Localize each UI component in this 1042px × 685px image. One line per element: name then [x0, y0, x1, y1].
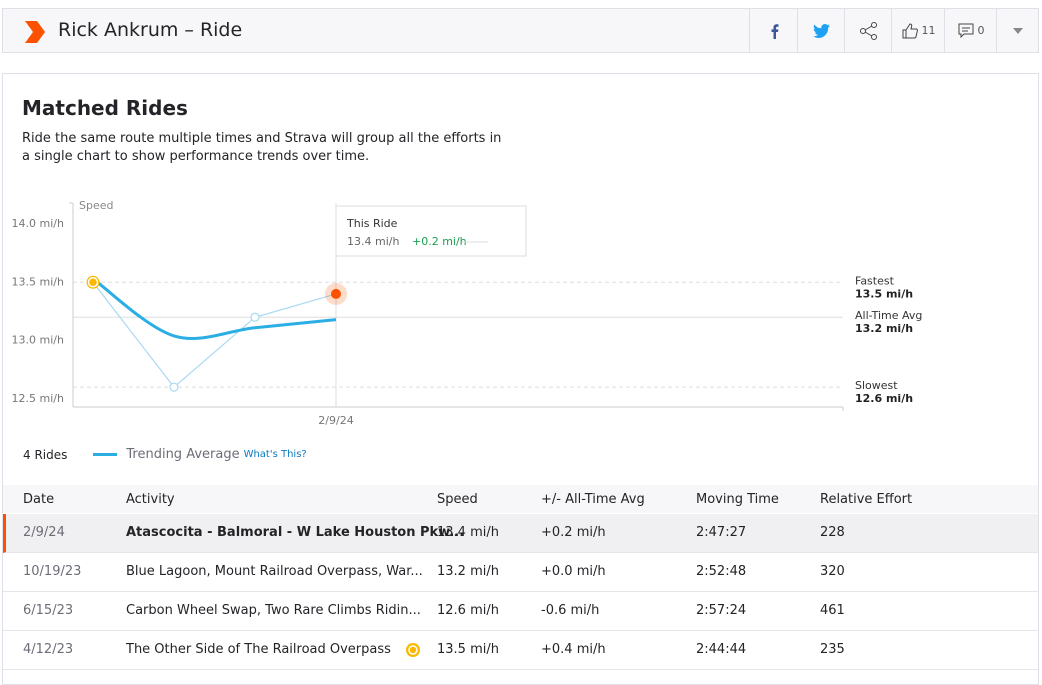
twitter-button[interactable]	[797, 9, 845, 52]
column-header: Date	[23, 492, 55, 507]
ride-count: 4 Rides	[23, 447, 68, 462]
table-cell: 2:44:44	[696, 642, 747, 657]
y-tick-label: 13.5 mi/h	[12, 275, 64, 288]
x-tick-label: 2/9/24	[318, 414, 353, 427]
column-header: Relative Effort	[820, 492, 913, 507]
activity-link[interactable]: Carbon Wheel Swap, Two Rare Climbs Ridin…	[126, 603, 421, 618]
reference-label: All-Time Avg	[855, 309, 922, 322]
legend-label: Trending Average	[126, 447, 240, 462]
table-cell: +0.4 mi/h	[541, 642, 606, 657]
comment-count: 0	[977, 24, 985, 37]
table-cell: 2:57:24	[696, 603, 747, 618]
table-row[interactable]: 4/12/23 The Other Side of The Railroad Ov…	[3, 631, 1038, 670]
ride-point	[250, 312, 260, 322]
reference-value: 13.2 mi/h	[855, 322, 913, 335]
table-cell: -0.6 mi/h	[541, 603, 600, 618]
column-header: Activity	[126, 492, 175, 507]
column-header: Moving Time	[696, 492, 779, 507]
ride-point	[169, 382, 179, 392]
table-row[interactable]: 10/19/23 Blue Lagoon, Mount Railroad Over…	[3, 553, 1038, 592]
y-tick-label: 14.0 mi/h	[12, 217, 64, 230]
table-cell: 6/15/23	[23, 603, 74, 618]
y-axis-label: Speed	[79, 199, 113, 212]
section-description: Ride the same route multiple times and S…	[22, 131, 502, 164]
table-row[interactable]: 6/15/23 Carbon Wheel Swap, Two Rare Climb…	[3, 592, 1038, 631]
rides-line	[92, 281, 337, 389]
activity-title: Rick Ankrum – Ride	[58, 19, 243, 41]
activity-link[interactable]: Atascocita - Balmoral - W Lake Houston P…	[126, 525, 465, 540]
reference-value: 12.6 mi/h	[855, 392, 913, 405]
tooltip-diff: +0.2 mi/h	[412, 235, 467, 248]
table-cell: 235	[820, 642, 845, 657]
tooltip-box	[335, 205, 527, 257]
tooltip-speed: 13.4 mi/h	[347, 235, 399, 248]
reference-label: Slowest	[855, 379, 898, 392]
table-cell: 10/19/23	[23, 564, 82, 579]
tooltip-title: This Ride	[346, 217, 398, 230]
facebook-button[interactable]	[749, 9, 797, 52]
table-row[interactable]: 2/9/24 Atascocita - Balmoral - W Lake Hou…	[3, 514, 1038, 553]
table-cell: 2/9/24	[23, 525, 65, 540]
trend-line	[92, 277, 337, 340]
chart-legend: 4 Rides Trending Average What's This?	[23, 447, 307, 462]
table-cell: 13.5 mi/h	[437, 642, 499, 657]
table-cell: +0.0 mi/h	[541, 564, 606, 579]
activity-link[interactable]: Blue Lagoon, Mount Railroad Overpass, Wa…	[126, 564, 423, 579]
column-header: Speed	[437, 492, 478, 507]
share-button[interactable]	[844, 9, 892, 52]
table-cell: 2:52:48	[696, 564, 747, 579]
best-effort-icon	[406, 643, 420, 657]
kudos-count: 11	[921, 24, 936, 37]
header: Rick Ankrum – Ride 11 0	[2, 8, 1039, 53]
strava-logo	[25, 21, 45, 43]
table-cell: 228	[820, 525, 845, 540]
current-ride-point	[331, 288, 341, 299]
comments-button[interactable]: 0	[944, 9, 997, 52]
more-menu[interactable]	[996, 9, 1039, 52]
table-cell: 461	[820, 603, 845, 618]
column-header: +/- All-Time Avg	[541, 492, 645, 507]
table-cell: 320	[820, 564, 845, 579]
table-cell: 12.6 mi/h	[437, 603, 499, 618]
y-tick-label: 12.5 mi/h	[12, 392, 64, 405]
help-link[interactable]: What's This?	[243, 449, 307, 460]
table-cell: 13.4 mi/h	[437, 525, 499, 540]
table-cell: 2:47:27	[696, 525, 747, 540]
speed-chart: Speed 12.5 mi/h 13.0 mi/h 13.5 mi/h 14.0 mi/…	[12, 199, 923, 427]
legend-swatch	[93, 453, 118, 456]
table-cell: 13.2 mi/h	[437, 564, 499, 579]
y-tick-label: 13.0 mi/h	[12, 334, 64, 347]
best-ride-ring	[87, 277, 99, 288]
reference-value: 13.5 mi/h	[855, 287, 913, 300]
section-title: Matched Rides	[22, 96, 188, 120]
kudos-button[interactable]: 11	[891, 9, 945, 52]
table-cell: +0.2 mi/h	[541, 525, 606, 540]
activity-link[interactable]: The Other Side of The Railroad Overpass	[126, 642, 420, 657]
table-cell: 4/12/23	[23, 642, 74, 657]
reference-label: Fastest	[855, 274, 895, 287]
table-header: Date Activity Speed +/- All-Time Avg Moving …	[3, 485, 1038, 513]
